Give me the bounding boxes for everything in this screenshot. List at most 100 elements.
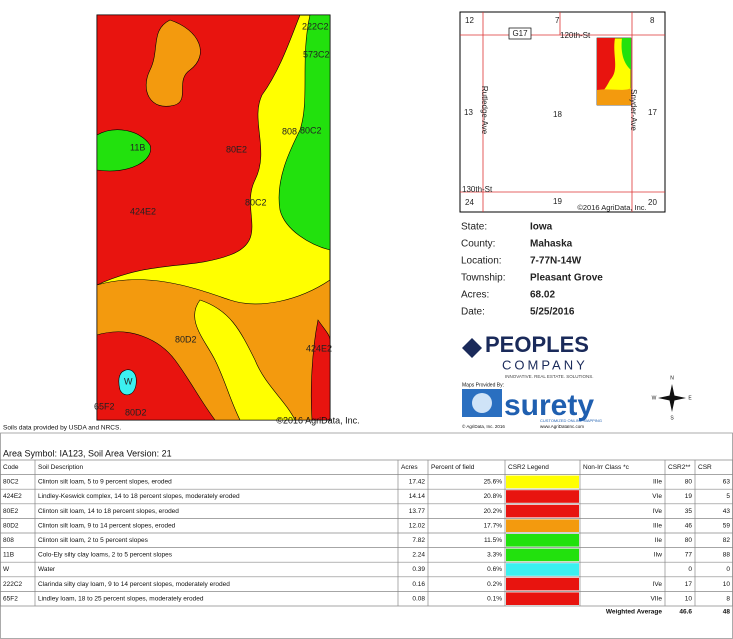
table-cell: 14.14 — [409, 493, 426, 500]
compass: N E S W — [652, 375, 693, 421]
table-cell: 80 — [685, 479, 693, 486]
table-cell: 10 — [685, 595, 693, 602]
compass-letter: E — [688, 395, 692, 401]
map-copyright: ©2016 AgriData, Inc. — [276, 415, 359, 425]
table-cell: 80C2 — [3, 479, 19, 486]
soil-map: 222C2 573C2 808 80C2 11B 80E2 424E2 80C2… — [3, 14, 360, 432]
surety-tagline: CUSTOMIZED ONLINE MAPPING — [540, 418, 602, 423]
info-key: County: — [461, 239, 495, 250]
table-cell: 8 — [726, 595, 730, 602]
csr2-legend-swatch — [506, 534, 579, 547]
inset-zone — [597, 88, 631, 105]
inset-copyright: ©2016 AgriData, Inc. — [577, 203, 646, 212]
info-key: State: — [461, 222, 487, 233]
table-cell: 11.5% — [484, 537, 502, 544]
info-value: Mahaska — [530, 239, 573, 250]
info-key: Location: — [461, 256, 502, 267]
compass-rose — [658, 384, 686, 412]
table-cell: 13.77 — [409, 508, 426, 515]
road-label: 130th-St — [462, 185, 493, 194]
table-cell: 0.16 — [412, 581, 425, 588]
compass-letter: N — [670, 375, 674, 381]
info-value: 68.02 — [530, 290, 555, 301]
info-key: Acres: — [461, 290, 489, 301]
table-cell: 424E2 — [3, 493, 22, 500]
csr2-legend-swatch — [506, 519, 579, 532]
soil-zone — [194, 299, 296, 421]
section-number: 7 — [555, 16, 560, 25]
table-cell: IVe — [653, 581, 663, 588]
tagline: INNOVATIVE. REAL ESTATE. SOLUTIONS. — [505, 374, 594, 379]
section-number: 19 — [553, 197, 562, 206]
table-cell: 65F2 — [3, 595, 18, 602]
map-label: 80D2 — [175, 334, 197, 344]
table-cell: 80E2 — [3, 508, 19, 515]
table-cell: 12.02 — [409, 522, 426, 529]
table-header: CSR2 Legend — [508, 464, 549, 471]
map-label: 80D2 — [125, 407, 147, 417]
provided-by: Maps Provided By: — [462, 382, 504, 388]
table-title: Area Symbol: IA123, Soil Area Version: 2… — [3, 448, 172, 458]
table-cell: IIIe — [653, 522, 662, 529]
section-number: 17 — [648, 108, 657, 117]
table-cell: 80 — [685, 537, 693, 544]
section-number: 18 — [553, 110, 562, 119]
section-number: 12 — [465, 16, 474, 25]
highway-shield — [508, 27, 532, 40]
soil-zone — [145, 19, 201, 107]
table-cell: 0 — [726, 566, 730, 573]
table-header: Code — [3, 464, 19, 471]
csr2-legend-swatch — [506, 577, 579, 591]
section-number: 24 — [465, 198, 474, 207]
peoples-logo: PEOPLES — [485, 332, 589, 357]
table-cell: 17.42 — [409, 479, 426, 486]
weighted-average-value: 48 — [723, 609, 731, 616]
weighted-average-value: 46.6 — [679, 609, 692, 616]
table-cell: Clinton silt loam, 2 to 5 percent slopes — [38, 537, 149, 544]
agridata-url: www.AgriDataInc.com — [540, 424, 584, 429]
info-value: Pleasant Grove — [530, 273, 603, 284]
map-label: 80E2 — [226, 144, 247, 154]
table-cell: 43 — [723, 508, 731, 515]
table-cell: 0.1% — [487, 595, 502, 602]
table-cell: VIIe — [650, 595, 662, 602]
surety-globe — [472, 393, 492, 413]
csr2-legend-swatch — [506, 490, 579, 503]
soil-zone — [96, 129, 151, 172]
table-header: CSR2** — [668, 464, 691, 471]
csr2-legend-swatch — [506, 563, 579, 576]
table-cell: 10 — [723, 581, 731, 588]
table-cell: 3.3% — [487, 552, 502, 559]
csr2-legend-swatch — [506, 548, 579, 562]
map-source: Soils data provided by USDA and NRCS. — [3, 425, 121, 432]
info-value: 5/25/2016 — [530, 307, 575, 318]
map-label: 222C2 — [302, 21, 329, 31]
map-label: 424E2 — [306, 343, 332, 353]
table-cell: 2.24 — [412, 552, 425, 559]
table-cell: 808 — [3, 537, 14, 544]
table-cell: 17.7% — [484, 522, 503, 529]
table-cell: Colo-Ely silty clay loams, 2 to 5 percen… — [38, 552, 173, 559]
table-cell: IVe — [653, 508, 663, 515]
csr2-legend-swatch — [506, 504, 579, 518]
map-label: 424E2 — [130, 206, 156, 216]
soil-zone — [310, 319, 331, 421]
inset-zone — [597, 38, 616, 98]
table-cell: 17 — [685, 581, 693, 588]
company-logo: COMPANY — [502, 357, 588, 372]
info-key: Township: — [461, 273, 505, 284]
map-label: W — [124, 376, 133, 386]
table-cell: Clinton silt loam, 5 to 9 percent slopes… — [38, 479, 172, 486]
compass-letter: S — [670, 415, 674, 421]
surety-logo: surety — [504, 389, 594, 422]
table-cell: Lindley loam, 18 to 25 percent slopes, m… — [38, 595, 204, 602]
soil-zone — [96, 331, 216, 421]
inset-zone — [621, 38, 631, 70]
map-label: 808 — [282, 126, 297, 136]
csr2-legend-swatch — [506, 475, 579, 489]
table-cell: W — [3, 566, 10, 573]
table-cell: 63 — [723, 479, 731, 486]
table-cell: 222C2 — [3, 581, 23, 588]
soil-zone — [278, 14, 331, 251]
